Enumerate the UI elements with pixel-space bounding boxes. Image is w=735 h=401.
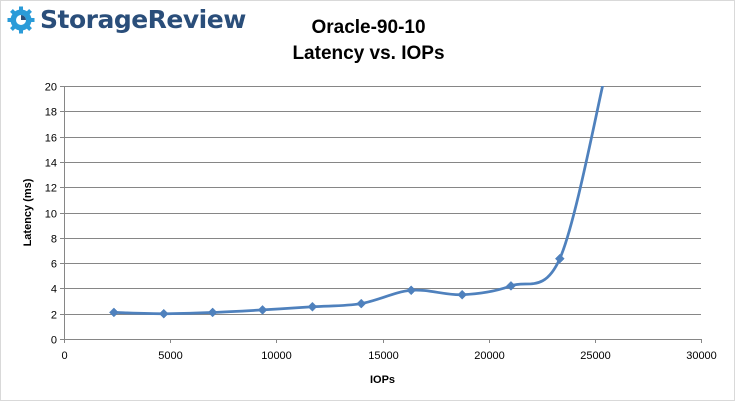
chart-title: Oracle-90-10 xyxy=(311,17,426,38)
data-point xyxy=(406,285,417,296)
y-tick-labels: 0 2 4 6 8 10 12 14 16 18 20 xyxy=(45,82,57,347)
data-point xyxy=(356,298,367,309)
y-tick-label: 0 xyxy=(51,335,57,347)
y-tick-label: 12 xyxy=(45,183,57,195)
x-tick-label: 15000 xyxy=(368,350,399,362)
x-axis-label: IOPs xyxy=(370,374,395,386)
data-point xyxy=(158,308,169,319)
data-point xyxy=(506,281,516,291)
x-tick-labels: 0 5000 10000 15000 20000 25000 30000 xyxy=(61,350,716,362)
data-point xyxy=(457,289,467,300)
chart-subtitle: Latency vs. IOPs xyxy=(292,43,445,64)
data-point xyxy=(207,307,218,318)
y-tick-label: 16 xyxy=(45,133,57,145)
x-tick-label: 5000 xyxy=(158,350,182,362)
x-tick-label: 30000 xyxy=(686,350,717,362)
y-tick-label: 2 xyxy=(51,310,57,322)
brand-name: StorageReview xyxy=(40,5,246,34)
y-tick-label: 18 xyxy=(45,107,57,119)
x-tick-label: 0 xyxy=(61,350,67,362)
data-point xyxy=(554,253,565,264)
y-tick-label: 20 xyxy=(45,82,57,94)
y-tick-label: 8 xyxy=(51,234,57,246)
y-tick-label: 10 xyxy=(45,209,57,221)
y-tick-label: 4 xyxy=(51,284,57,296)
series-line xyxy=(113,86,604,316)
data-point xyxy=(109,307,119,318)
y-tick-label: 14 xyxy=(45,158,57,170)
series-layer xyxy=(109,86,604,319)
chart-title-block: Oracle-90-10 Latency vs. IOPs xyxy=(231,15,506,67)
y-tick-label: 6 xyxy=(51,259,57,271)
x-tick-label: 20000 xyxy=(474,350,505,362)
storagereview-gear-logo-icon xyxy=(7,6,35,33)
y-axis-label: Latency (ms) xyxy=(22,178,34,246)
grid-lines xyxy=(60,86,702,343)
data-point xyxy=(257,305,268,315)
storagereview-logo: StorageReview xyxy=(7,5,246,34)
data-point xyxy=(307,301,318,312)
x-tick-label: 25000 xyxy=(580,350,611,362)
x-tick-label: 10000 xyxy=(261,350,292,362)
